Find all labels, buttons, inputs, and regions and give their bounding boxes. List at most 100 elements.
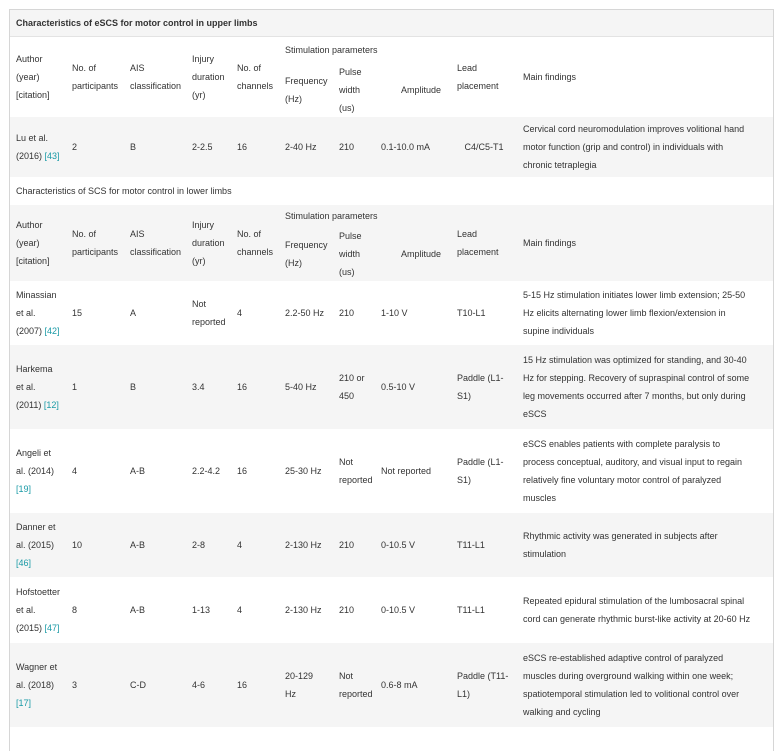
cell-author: Harkema et al. (2011) [12]: [10, 345, 66, 429]
cell-amplitude: 0.6-8 mA: [375, 643, 451, 727]
escs-table: Characteristics of eSCS for motor contro…: [10, 10, 773, 727]
cell-frequency: 5-40 Hz: [279, 345, 333, 429]
cell-frequency: 25-30 Hz: [279, 429, 333, 513]
cell-author: Lu et al. (2016) [43]: [10, 117, 66, 177]
cell-duration: 2-8: [186, 513, 231, 577]
cell-channels: 16: [231, 117, 279, 177]
cell-participants: 15: [66, 281, 124, 345]
cell-frequency: 2-130 Hz: [279, 513, 333, 577]
header-stimulation: Stimulation parameters: [279, 36, 451, 63]
cell-amplitude: Not reported: [375, 429, 451, 513]
header-pulse-width: Pulse width (us): [333, 63, 375, 117]
cell-channels: 16: [231, 345, 279, 429]
cell-frequency: 2.2-50 Hz: [279, 281, 333, 345]
cell-lead: C4/C5-T1: [451, 117, 517, 177]
cell-duration: 2-2.5: [186, 117, 231, 177]
cell-pulse-width: 210: [333, 281, 375, 345]
cell-pulse-width: Not reported: [333, 429, 375, 513]
section-title: Characteristics of SCS for motor control…: [10, 177, 773, 205]
cell-findings: eSCS enables patients with complete para…: [517, 429, 773, 513]
cell-ais: A-B: [124, 513, 186, 577]
cell-participants: 8: [66, 577, 124, 643]
table-title: Characteristics of eSCS for motor contro…: [10, 10, 773, 37]
cell-pulse-width: Not reported: [333, 643, 375, 727]
header-author: Author (year) [citation]: [10, 205, 66, 281]
cell-lead: T11-L1: [451, 513, 517, 577]
cell-pulse-width: 210: [333, 513, 375, 577]
table-row: Hofstoetter et al. (2015) [47] 8 A-B 1-13 …: [10, 577, 773, 643]
cell-findings: Cervical cord neuromodulation improves v…: [517, 117, 773, 177]
cell-channels: 4: [231, 577, 279, 643]
cell-duration: 1-13: [186, 577, 231, 643]
cell-channels: 16: [231, 643, 279, 727]
header-participants: No. of participants: [66, 205, 124, 281]
cell-participants: 4: [66, 429, 124, 513]
table-frame: Characteristics of eSCS for motor contro…: [9, 9, 774, 751]
subheader-row: Frequency (Hz) Pulse width (us) Amplitude: [10, 227, 773, 281]
cell-author: Hofstoetter et al. (2015) [47]: [10, 577, 66, 643]
cell-duration: 4-6: [186, 643, 231, 727]
cell-findings: 5-15 Hz stimulation initiates lower limb…: [517, 281, 773, 345]
table-row: Harkema et al. (2011) [12] 1 B 3.4 16 5-40…: [10, 345, 773, 429]
cell-author: Danner et al. (2015) [46]: [10, 513, 66, 577]
header-pulse-width: Pulse width (us): [333, 227, 375, 281]
header-duration: Injury duration (yr): [186, 205, 231, 281]
header-frequency: Frequency (Hz): [279, 227, 333, 281]
cell-frequency: 2-130 Hz: [279, 577, 333, 643]
cell-amplitude: 0-10.5 V: [375, 577, 451, 643]
cell-lead: Paddle (L1- S1): [451, 429, 517, 513]
cell-lead: Paddle (L1- S1): [451, 345, 517, 429]
table-row: Wagner et al. (2018) [17] 3 C-D 4-6 16 20-…: [10, 643, 773, 727]
cell-duration: Not reported: [186, 281, 231, 345]
table-row: Minassian et al. (2007) [42] 15 A Not repor…: [10, 281, 773, 345]
cell-ais: A: [124, 281, 186, 345]
header-amplitude: Amplitude: [375, 227, 451, 281]
cell-pulse-width: 210: [333, 577, 375, 643]
cell-frequency: 20-129 Hz: [279, 643, 333, 727]
cell-channels: 16: [231, 429, 279, 513]
cell-author: Angeli et al. (2014) [19]: [10, 429, 66, 513]
table-title-row: Characteristics of eSCS for motor contro…: [10, 10, 773, 37]
citation-link[interactable]: [12]: [43, 400, 59, 410]
citation-link[interactable]: [42]: [44, 326, 60, 336]
cell-lead: T11-L1: [451, 577, 517, 643]
subheader-row: Frequency (Hz) Pulse width (us) Amplitude: [10, 63, 773, 117]
cell-lead: T10-L1: [451, 281, 517, 345]
header-frequency: Frequency (Hz): [279, 63, 333, 117]
citation-link[interactable]: [17]: [16, 698, 32, 708]
header-channels: No. of channels: [231, 36, 279, 117]
cell-duration: 3.4: [186, 345, 231, 429]
citation-link[interactable]: [46]: [16, 558, 32, 568]
header-amplitude: Amplitude: [375, 63, 451, 117]
header-row: Author (year) [citation] No. of participant…: [10, 205, 773, 281]
header-findings: Main findings: [517, 36, 773, 117]
cell-ais: C-D: [124, 643, 186, 727]
cell-amplitude: 1-10 V: [375, 281, 451, 345]
cell-lead: Paddle (T11- L1): [451, 643, 517, 727]
header-participants: No. of participants: [66, 36, 124, 117]
cell-frequency: 2-40 Hz: [279, 117, 333, 177]
header-duration: Injury duration (yr): [186, 36, 231, 117]
cell-author: Minassian et al. (2007) [42]: [10, 281, 66, 345]
cell-duration: 2.2-4.2: [186, 429, 231, 513]
cell-participants: 3: [66, 643, 124, 727]
cell-ais: B: [124, 345, 186, 429]
cell-channels: 4: [231, 513, 279, 577]
section-title-row: Characteristics of SCS for motor control…: [10, 177, 773, 205]
citation-link[interactable]: [47]: [44, 623, 60, 633]
header-row: Author (year) [citation] No. of participant…: [10, 36, 773, 117]
cell-findings: Rhythmic activity was generated in subje…: [517, 513, 773, 577]
citation-link[interactable]: [43]: [44, 151, 60, 161]
cell-participants: 10: [66, 513, 124, 577]
header-channels: No. of channels: [231, 205, 279, 281]
cell-findings: 15 Hz stimulation was optimized for stan…: [517, 345, 773, 429]
cell-pulse-width: 210 or 450: [333, 345, 375, 429]
cell-participants: 2: [66, 117, 124, 177]
cell-amplitude: 0.1-10.0 mA: [375, 117, 451, 177]
header-findings: Main findings: [517, 205, 773, 281]
cell-author: Wagner et al. (2018) [17]: [10, 643, 66, 727]
header-ais: AIS classification: [124, 205, 186, 281]
citation-link[interactable]: [19]: [16, 484, 32, 494]
cell-findings: Repeated epidural stimulation of the lum…: [517, 577, 773, 643]
cell-ais: A-B: [124, 577, 186, 643]
